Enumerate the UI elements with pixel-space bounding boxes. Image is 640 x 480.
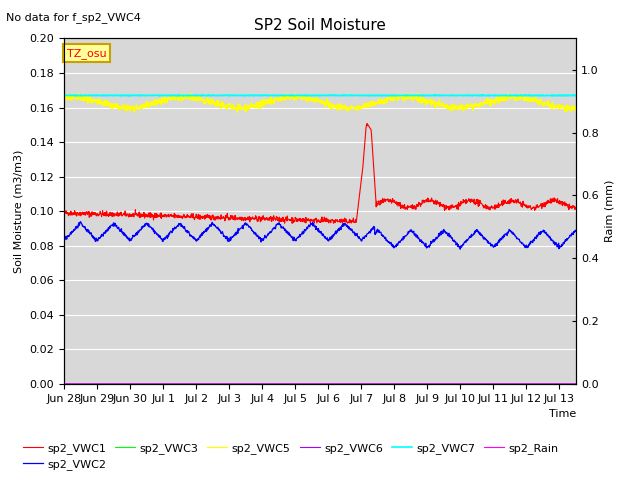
sp2_VWC1	[352, 216, 360, 222]
sp2_VWC2	[121, 231, 129, 237]
sp2_VWC2	[77, 219, 84, 225]
sp2_VWC7	[352, 92, 360, 98]
sp2_VWC5	[572, 106, 580, 111]
sp2_VWC6	[120, 381, 128, 387]
sp2_Rain	[351, 381, 359, 387]
sp2_VWC1	[364, 121, 371, 127]
sp2_VWC5	[278, 96, 285, 101]
sp2_VWC3	[351, 381, 359, 387]
sp2_VWC1	[298, 217, 305, 223]
sp2_VWC1	[572, 205, 580, 211]
Y-axis label: Soil Moisture (m3/m3): Soil Moisture (m3/m3)	[14, 149, 24, 273]
sp2_Rain	[100, 381, 108, 387]
sp2_VWC7	[100, 93, 108, 98]
Y-axis label: Raim (mm): Raim (mm)	[604, 180, 614, 242]
sp2_VWC2	[456, 246, 464, 252]
Legend: sp2_VWC1, sp2_VWC2, sp2_VWC3, sp2_VWC5, sp2_VWC6, sp2_VWC7, sp2_Rain: sp2_VWC1, sp2_VWC2, sp2_VWC3, sp2_VWC5, …	[19, 438, 563, 474]
sp2_VWC7	[120, 93, 128, 98]
sp2_VWC6	[297, 381, 305, 387]
sp2_VWC2	[298, 231, 305, 237]
sp2_VWC1	[100, 211, 108, 217]
sp2_VWC7	[248, 92, 256, 98]
sp2_VWC3	[297, 381, 305, 387]
sp2_VWC3	[60, 381, 68, 387]
Line: sp2_VWC5: sp2_VWC5	[64, 93, 576, 112]
sp2_VWC2	[278, 224, 285, 229]
sp2_VWC6	[288, 381, 296, 387]
sp2_VWC1	[120, 210, 128, 216]
sp2_VWC3	[572, 381, 580, 387]
sp2_Rain	[297, 381, 305, 387]
sp2_VWC1	[288, 215, 296, 220]
sp2_VWC7	[60, 93, 68, 98]
Title: SP2 Soil Moisture: SP2 Soil Moisture	[254, 18, 386, 33]
sp2_VWC5	[120, 105, 128, 110]
sp2_VWC2	[100, 230, 108, 236]
sp2_VWC5	[413, 90, 421, 96]
X-axis label: Time: Time	[548, 409, 576, 419]
sp2_VWC3	[277, 381, 285, 387]
sp2_VWC7	[173, 93, 181, 99]
sp2_VWC3	[288, 381, 296, 387]
sp2_VWC6	[60, 381, 68, 387]
sp2_VWC1	[60, 209, 68, 215]
Text: No data for f_sp2_VWC4: No data for f_sp2_VWC4	[6, 12, 141, 23]
sp2_VWC6	[572, 381, 580, 387]
sp2_VWC7	[278, 92, 285, 98]
sp2_VWC5	[60, 100, 68, 106]
sp2_Rain	[288, 381, 296, 387]
sp2_VWC6	[277, 381, 285, 387]
sp2_VWC5	[352, 107, 360, 113]
sp2_VWC3	[120, 381, 128, 387]
sp2_VWC5	[289, 93, 296, 99]
sp2_VWC5	[298, 96, 305, 102]
sp2_VWC6	[100, 381, 108, 387]
sp2_Rain	[120, 381, 128, 387]
sp2_VWC2	[352, 233, 360, 239]
sp2_VWC1	[277, 216, 285, 221]
sp2_VWC7	[289, 92, 296, 98]
sp2_VWC5	[234, 109, 241, 115]
sp2_Rain	[277, 381, 285, 387]
Line: sp2_VWC2: sp2_VWC2	[64, 222, 576, 249]
sp2_VWC2	[289, 235, 296, 240]
sp2_VWC3	[100, 381, 108, 387]
sp2_Rain	[60, 381, 68, 387]
sp2_VWC2	[572, 227, 580, 233]
sp2_VWC7	[298, 93, 305, 98]
Line: sp2_VWC7: sp2_VWC7	[64, 95, 576, 96]
Text: TZ_osu: TZ_osu	[67, 48, 106, 59]
sp2_Rain	[572, 381, 580, 387]
sp2_VWC1	[289, 220, 296, 226]
sp2_VWC7	[572, 93, 580, 98]
sp2_VWC2	[60, 237, 68, 243]
sp2_VWC5	[100, 101, 108, 107]
sp2_VWC6	[351, 381, 359, 387]
Line: sp2_VWC1: sp2_VWC1	[64, 124, 576, 223]
